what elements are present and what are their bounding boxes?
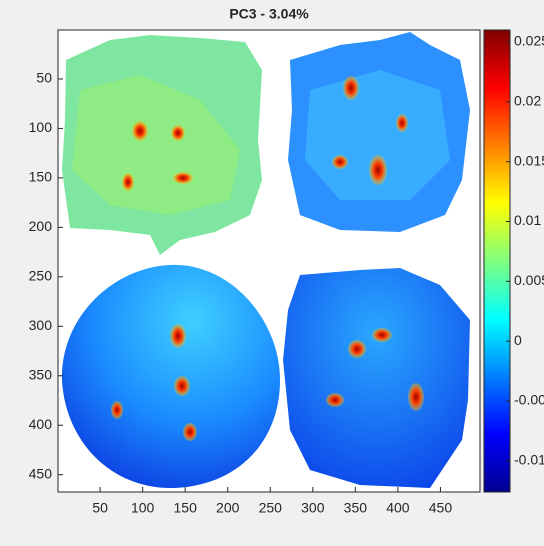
colorbar-tick-label: 0.005: [514, 272, 544, 288]
chart-title: PC3 - 3.04%: [229, 6, 309, 22]
colorbar: [483, 29, 511, 493]
x-tick-label: 100: [131, 500, 155, 516]
x-tick-label: 300: [301, 500, 325, 516]
x-tick-label: 350: [344, 500, 368, 516]
x-tick-label: 250: [259, 500, 283, 516]
x-tick-label: 400: [386, 500, 410, 516]
y-tick-label: 250: [29, 268, 53, 284]
colorbar-tick-label: 0.02: [514, 93, 541, 109]
y-tick-label: 400: [29, 416, 53, 432]
x-tick-label: 200: [216, 500, 240, 516]
colorbar-tick-label: 0.015: [514, 152, 544, 168]
image: [61, 32, 470, 489]
y-tick-label: 200: [29, 218, 53, 234]
x-tick-label: 450: [429, 500, 453, 516]
colorbar-tick-label: 0.01: [514, 212, 541, 228]
colorbar-tick-label: -0.01: [514, 452, 544, 468]
x-tick-label: 150: [174, 500, 198, 516]
colorbar-tick-label: 0: [514, 332, 522, 348]
x-tick-label: 50: [92, 500, 108, 516]
y-tick-label: 300: [29, 317, 53, 333]
y-tick-label: 100: [29, 119, 53, 135]
axes: PC3 - 3.04%: [57, 6, 481, 493]
y-tick-label: 150: [29, 169, 53, 185]
colorbar-tick-label: 0.025: [514, 33, 544, 49]
colorbar-tick-label: -0.005: [514, 392, 544, 408]
y-tick-label: 350: [29, 366, 53, 382]
y-tick-label: 450: [29, 465, 53, 481]
y-tick-label: 50: [36, 70, 52, 86]
